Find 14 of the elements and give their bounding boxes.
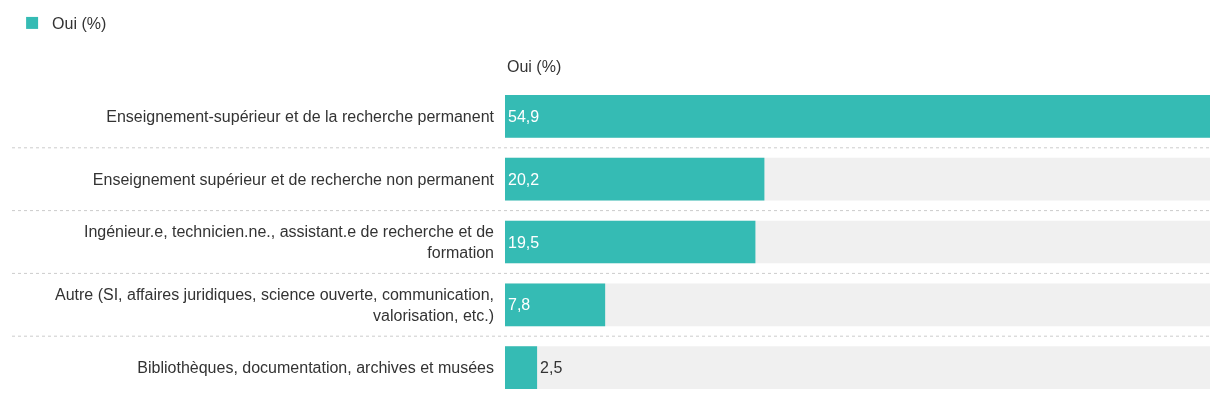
data-label: 54,9 [508, 107, 540, 125]
bar [505, 283, 606, 327]
data-label: 7,8 [508, 296, 531, 314]
bar [505, 346, 538, 389]
y-tick-label: Ingénieur.e, technicien.ne., assistant.e de recherche et de formation [83, 223, 495, 261]
y-tick-label: Enseignement-supérieur et de la recherche permanent [106, 108, 495, 125]
data-label: 20,2 [508, 170, 540, 188]
data-label: 19,5 [508, 233, 540, 251]
y-tick-label: Enseignement supérieur et de recherche non permanent [92, 170, 495, 188]
y-tick-label: Autre (SI, affaires juridiques, science ouverte, communication, valorisation, etc.) [54, 286, 494, 324]
data-label: 2,5 [540, 359, 563, 377]
legend-label: Oui (%) [52, 15, 107, 33]
text: Oui (%) [507, 58, 562, 75]
y-tick-label: Bibliothèques, documentation, archives et musées [137, 359, 494, 377]
